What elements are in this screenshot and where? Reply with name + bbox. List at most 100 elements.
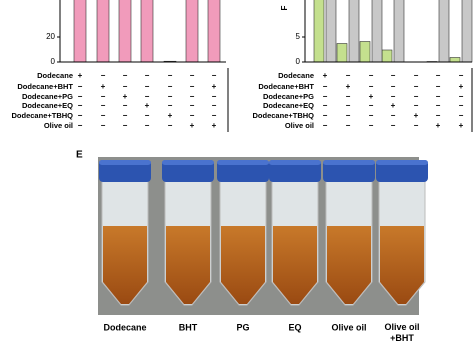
row-sign: −	[145, 111, 150, 120]
row-sign: −	[101, 111, 106, 120]
bar	[118, 0, 132, 63]
row-sign: −	[369, 101, 374, 110]
row-sign: −	[190, 71, 195, 80]
y-tick-label: 0	[51, 57, 56, 66]
bar	[348, 0, 360, 63]
row-sign: −	[369, 82, 374, 91]
y-tick-label: 0	[296, 57, 301, 66]
row-label: Dodecane+TBHQ	[12, 111, 74, 120]
row-sign: −	[101, 92, 106, 101]
cap-rim	[376, 160, 428, 165]
tube-label: PG	[236, 322, 249, 332]
row-sign: −	[123, 82, 128, 91]
row-sign: −	[78, 111, 83, 120]
row-sign: +	[391, 101, 396, 110]
tube-cap	[323, 160, 375, 182]
row-sign: −	[436, 82, 441, 91]
row-sign: +	[323, 71, 328, 80]
row-sign: −	[101, 71, 106, 80]
bar	[438, 0, 450, 63]
row-label: Dodecane+TBHQ	[253, 111, 315, 120]
row-sign: −	[78, 82, 83, 91]
row-label: Olive oil	[285, 121, 314, 130]
row-sign: −	[78, 92, 83, 101]
row-label: Dodecane	[37, 71, 73, 80]
bar	[207, 0, 221, 63]
tube-liquid	[221, 226, 265, 304]
row-sign: −	[323, 111, 328, 120]
row-sign: −	[323, 101, 328, 110]
row-sign: −	[459, 111, 464, 120]
cap-rim	[217, 160, 269, 165]
tube-cap	[162, 160, 214, 182]
row-sign: −	[391, 121, 396, 130]
bar	[185, 0, 199, 63]
row-sign: −	[78, 121, 83, 130]
row-sign: +	[145, 101, 150, 110]
bar	[96, 0, 110, 63]
tube-cap	[99, 160, 151, 182]
cap-rim	[269, 160, 321, 165]
row-sign: −	[190, 92, 195, 101]
row-sign: −	[168, 92, 173, 101]
row-sign: −	[323, 121, 328, 130]
row-sign: −	[190, 101, 195, 110]
row-sign: −	[369, 121, 374, 130]
row-sign: −	[346, 121, 351, 130]
row-sign: +	[369, 92, 374, 101]
bar-chart	[73, 0, 221, 63]
tube-label: BHT	[179, 322, 198, 332]
row-sign: +	[78, 71, 83, 80]
row-sign: −	[323, 92, 328, 101]
row-sign: +	[346, 82, 351, 91]
row-sign: −	[212, 101, 217, 110]
tube-label: Dodecane	[103, 322, 146, 332]
row-sign: −	[414, 101, 419, 110]
tube-label: Olive oil +BHT	[384, 322, 419, 343]
row-sign: −	[459, 101, 464, 110]
row-sign: −	[168, 101, 173, 110]
row-sign: −	[212, 111, 217, 120]
row-sign: −	[414, 71, 419, 80]
bar	[325, 0, 337, 63]
row-sign: −	[123, 71, 128, 80]
row-sign: −	[436, 101, 441, 110]
row-sign: −	[168, 71, 173, 80]
bar	[73, 0, 87, 63]
row-sign: −	[436, 92, 441, 101]
row-sign: +	[101, 82, 106, 91]
row-sign: +	[168, 111, 173, 120]
row-sign: +	[190, 121, 195, 130]
row-sign: −	[346, 92, 351, 101]
y-axis-label: F	[280, 5, 289, 10]
row-sign: −	[391, 82, 396, 91]
y-tick-label: 20	[46, 32, 55, 41]
row-label: Dodecane+EQ	[263, 101, 314, 110]
row-sign: −	[323, 82, 328, 91]
row-sign: −	[123, 101, 128, 110]
row-sign: −	[101, 101, 106, 110]
bar	[461, 0, 473, 63]
row-sign: −	[391, 71, 396, 80]
cap-rim	[99, 160, 151, 165]
row-label: Dodecane+BHT	[17, 82, 73, 91]
row-sign: −	[414, 82, 419, 91]
tube-liquid	[103, 226, 147, 304]
tube-liquid	[380, 226, 424, 304]
row-label: Dodecane+EQ	[22, 101, 73, 110]
row-sign: −	[145, 82, 150, 91]
row-label: Dodecane	[278, 71, 314, 80]
bar	[313, 0, 325, 63]
cap-rim	[162, 160, 214, 165]
cap-rim	[323, 160, 375, 165]
row-sign: −	[459, 92, 464, 101]
tube-liquid	[327, 226, 371, 304]
row-sign: −	[391, 111, 396, 120]
row-sign: +	[414, 111, 419, 120]
row-sign: −	[459, 71, 464, 80]
row-sign: −	[123, 121, 128, 130]
row-sign: −	[145, 121, 150, 130]
row-sign: −	[212, 92, 217, 101]
y-tick-label: 5	[296, 32, 301, 41]
row-sign: +	[459, 121, 464, 130]
